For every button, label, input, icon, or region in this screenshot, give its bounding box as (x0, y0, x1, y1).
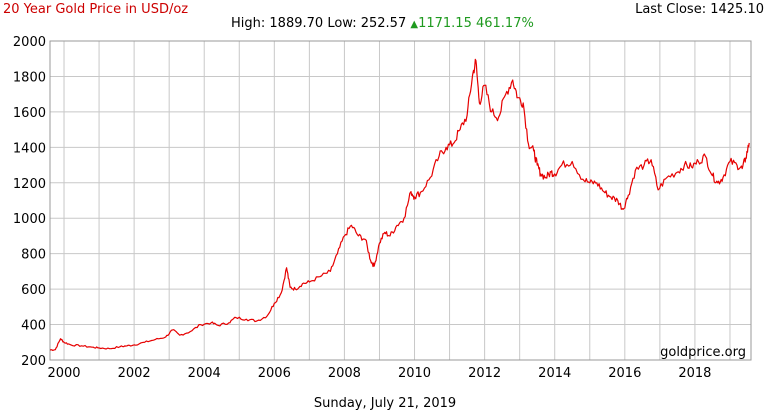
y-tick-label: 1000 (13, 212, 46, 227)
x-tick-label: 2000 (47, 366, 80, 381)
x-tick-label: 2004 (188, 366, 221, 381)
chart-title: 20 Year Gold Price in USD/oz (3, 2, 189, 17)
y-tick-label: 200 (21, 354, 46, 369)
x-tick-label: 2012 (468, 366, 501, 381)
chart-grid (50, 40, 751, 361)
change-value: 1171.15 (418, 16, 472, 31)
high-value: 1889.70 (269, 16, 324, 31)
price-stats: High: 1889.70 Low: 252.57 ▲1171.15 461.1… (231, 16, 534, 31)
y-tick-label: 1400 (13, 141, 46, 156)
y-tick-label: 2000 (13, 35, 46, 50)
x-tick-label: 2006 (258, 366, 291, 381)
footer-date: Sunday, July 21, 2019 (313, 396, 457, 411)
watermark: goldprice.org (660, 345, 746, 360)
last-close-label: Last Close: (635, 2, 707, 17)
y-tick-label: 400 (21, 319, 46, 334)
x-tick-label: 2016 (608, 366, 641, 381)
y-axis-ticks: 200 400 600 800 1000 1200 1400 1600 1800 2000 (13, 35, 46, 369)
change-up-icon: ▲ (410, 19, 419, 30)
y-tick-label: 600 (21, 283, 46, 298)
x-tick-label: 2008 (328, 366, 361, 381)
x-tick-label: 2002 (118, 366, 151, 381)
y-tick-label: 1200 (13, 177, 46, 192)
change-percent: 461.17% (475, 16, 534, 31)
x-tick-label: 2010 (398, 366, 431, 381)
x-tick-label: 2018 (678, 366, 711, 381)
low-label: Low: (327, 16, 357, 31)
y-tick-label: 800 (21, 248, 46, 263)
low-value: 252.57 (360, 16, 407, 31)
last-close-value: 1425.10 (710, 2, 764, 17)
last-close: Last Close: 1425.10 (635, 2, 764, 17)
x-axis-ticks: 2000 2002 2004 2006 2008 2010 2012 2014 2016 2018 (47, 366, 711, 381)
series-line-gold-price (50, 58, 750, 351)
x-tick-label: 2014 (538, 366, 571, 381)
plot-frame (49, 40, 752, 361)
high-label: High: (231, 16, 266, 31)
y-tick-label: 1800 (13, 70, 46, 85)
y-tick-label: 1600 (13, 106, 46, 121)
